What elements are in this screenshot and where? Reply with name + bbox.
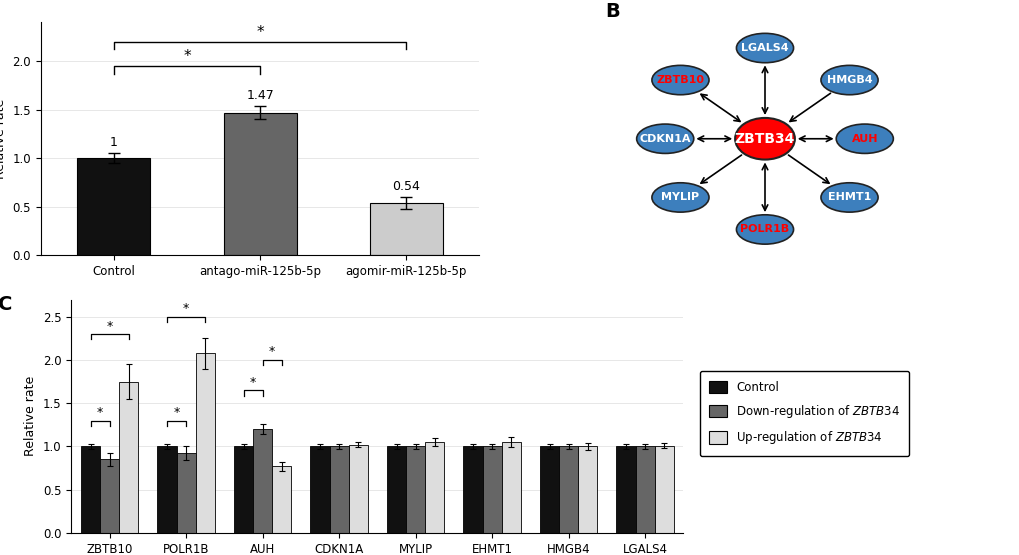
Bar — [329, 446, 348, 533]
Text: EHMT1: EHMT1 — [827, 193, 870, 203]
Bar — [348, 445, 368, 533]
Bar — [253, 429, 272, 533]
Bar — [157, 446, 176, 533]
Text: *: * — [256, 24, 264, 40]
Bar — [119, 382, 139, 533]
Ellipse shape — [737, 34, 792, 62]
Text: C: C — [0, 295, 12, 314]
Ellipse shape — [737, 215, 792, 243]
Bar — [578, 446, 597, 533]
Bar — [196, 353, 215, 533]
Bar — [635, 446, 654, 533]
Text: AUH: AUH — [851, 134, 877, 144]
Bar — [81, 446, 100, 533]
Text: ZBTB10: ZBTB10 — [656, 75, 704, 85]
Bar — [482, 446, 501, 533]
Ellipse shape — [821, 184, 876, 211]
Text: B: B — [604, 2, 620, 21]
Bar — [100, 460, 119, 533]
Text: *: * — [269, 345, 275, 359]
Text: ZBTB34: ZBTB34 — [734, 132, 795, 146]
Bar — [463, 446, 482, 533]
Bar — [425, 442, 444, 533]
Bar — [386, 446, 406, 533]
Bar — [272, 466, 291, 533]
Text: 1.47: 1.47 — [246, 89, 274, 102]
Text: *: * — [250, 376, 256, 388]
Bar — [406, 446, 425, 533]
Ellipse shape — [652, 184, 707, 211]
Y-axis label: Relative rate: Relative rate — [24, 376, 38, 456]
Bar — [654, 446, 674, 533]
Text: *: * — [173, 406, 179, 419]
Text: *: * — [106, 320, 113, 332]
Y-axis label: Relative rate: Relative rate — [0, 99, 7, 179]
Text: *: * — [183, 49, 191, 64]
Bar — [558, 446, 578, 533]
Bar — [501, 442, 521, 533]
Ellipse shape — [821, 66, 876, 94]
Text: *: * — [182, 302, 190, 315]
Text: MYLIP: MYLIP — [660, 193, 699, 203]
Text: CDKN1A: CDKN1A — [639, 134, 690, 144]
Text: LGALS4: LGALS4 — [741, 43, 788, 53]
Legend: Control, Down-regulation of $\it{ZBTB34}$, Up-regulation of $\it{ZBTB34}$: Control, Down-regulation of $\it{ZBTB34}… — [699, 371, 909, 456]
Ellipse shape — [735, 118, 794, 159]
Bar — [223, 113, 297, 255]
Text: 0.54: 0.54 — [392, 180, 420, 193]
Ellipse shape — [637, 125, 692, 153]
Bar — [310, 446, 329, 533]
Text: HMGB4: HMGB4 — [826, 75, 871, 85]
Ellipse shape — [652, 66, 707, 94]
Text: 1: 1 — [110, 137, 118, 149]
Bar — [233, 446, 253, 533]
Bar — [77, 158, 151, 255]
Bar — [615, 446, 635, 533]
Bar — [369, 203, 442, 255]
Text: POLR1B: POLR1B — [740, 224, 789, 234]
Ellipse shape — [837, 125, 892, 153]
Text: *: * — [97, 406, 103, 419]
Bar — [539, 446, 558, 533]
Bar — [176, 453, 196, 533]
